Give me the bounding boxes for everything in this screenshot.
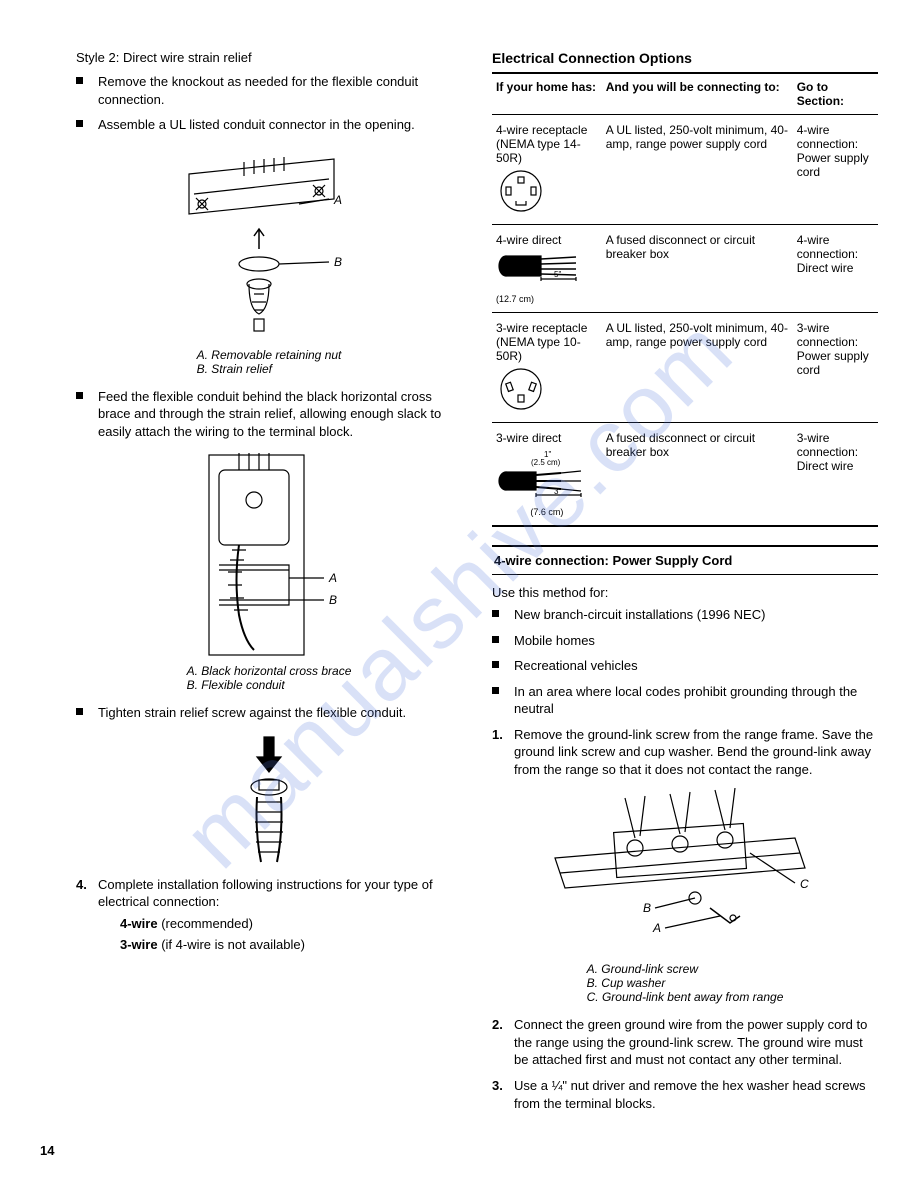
cell-text: 3-wire connection: [797, 321, 874, 349]
caption-line: A. Ground-link screw [587, 962, 784, 976]
cell-text: A UL listed, 250-volt minimum, 40-amp, r… [602, 313, 793, 423]
diagram-caption-1: A. Removable retaining nut B. Strain rel… [197, 348, 342, 376]
bullet-item: Tighten strain relief screw against the … [76, 704, 462, 722]
step-number: 3. [492, 1077, 503, 1095]
bullet-item: In an area where local codes prohibit gr… [492, 683, 878, 718]
receptacle-3wire-icon [496, 367, 598, 414]
step-3: 3. Use a ¼" nut driver and remove the he… [492, 1077, 878, 1112]
options-table: If your home has: And you will be connec… [492, 72, 878, 527]
instruction-bullets-3: Tighten strain relief screw against the … [76, 704, 462, 722]
diagram-ground-link: B A C [492, 788, 878, 958]
cable-3wire-icon: 1" (2.5 cm) [496, 449, 598, 517]
svg-text:(2.5 cm): (2.5 cm) [531, 458, 561, 467]
page-columns: Style 2: Direct wire strain relief Remov… [40, 50, 878, 1120]
step-1: 1. Remove the ground-link screw from the… [492, 726, 878, 779]
diagram-caption-3: A. Ground-link screw B. Cup washer C. Gr… [587, 962, 784, 1004]
cell-text: 4-wire receptacle [496, 123, 598, 137]
diagram-conduit-connector: A B [76, 144, 462, 344]
cable-4wire-icon: 5" (12.7 cm) [496, 251, 598, 304]
use-method-intro: Use this method for: [492, 585, 878, 600]
cell-text: (NEMA type 14-50R) [496, 137, 598, 165]
numbered-steps-left: 4. Complete installation following instr… [76, 876, 462, 954]
cell-text: Power supply cord [797, 349, 874, 377]
cell-text: Direct wire [797, 459, 874, 473]
table-header: And you will be connecting to: [602, 73, 793, 115]
cell-text: 3-wire receptacle [496, 321, 598, 335]
receptacle-4wire-icon [496, 169, 598, 216]
left-column: Style 2: Direct wire strain relief Remov… [40, 50, 462, 1120]
svg-text:B: B [329, 593, 337, 607]
options-title: Electrical Connection Options [492, 50, 878, 66]
style-heading: Style 2: Direct wire strain relief [76, 50, 462, 65]
cell-text: 4-wire direct [496, 233, 598, 247]
cell-text: 3-wire direct [496, 431, 598, 445]
cell-text: 3-wire connection: [797, 431, 874, 459]
option-label: 4-wire [120, 916, 158, 931]
numbered-steps-right: 1. Remove the ground-link screw from the… [492, 726, 878, 779]
bullet-item: Mobile homes [492, 632, 878, 650]
step-text: Connect the green ground wire from the p… [514, 1017, 867, 1067]
method-bullets: New branch-circuit installations (1996 N… [492, 606, 878, 718]
dim-label: (12.7 cm) [496, 294, 598, 304]
diagram-flexible-conduit: A B [76, 450, 462, 660]
svg-text:A: A [652, 921, 661, 935]
step-text: Use a ¼" nut driver and remove the hex w… [514, 1078, 865, 1111]
instruction-bullets-1: Remove the knockout as needed for the fl… [76, 73, 462, 134]
bullet-item: Feed the flexible conduit behind the bla… [76, 388, 462, 441]
right-column: Electrical Connection Options If your ho… [492, 50, 878, 1120]
svg-text:C: C [800, 877, 809, 891]
bullet-item: Assemble a UL listed conduit connector i… [76, 116, 462, 134]
svg-text:3": 3" [554, 487, 561, 496]
bullet-item: Remove the knockout as needed for the fl… [76, 73, 462, 108]
step-number: 2. [492, 1016, 503, 1034]
dim-label: (7.6 cm) [496, 507, 598, 517]
caption-line: B. Flexible conduit [187, 678, 352, 692]
subsection-title: 4-wire connection: Power Supply Cord [492, 545, 878, 575]
cell-text: Direct wire [797, 261, 874, 275]
numbered-steps-right-2: 2. Connect the green ground wire from th… [492, 1016, 878, 1112]
step-4-option-a: 4-wire (recommended) [98, 915, 462, 933]
svg-text:B: B [334, 255, 342, 269]
cell-text: A UL listed, 250-volt minimum, 40-amp, r… [602, 115, 793, 225]
table-header: Go to Section: [793, 73, 878, 115]
table-row: 3-wire direct 1" (2.5 cm) [492, 423, 878, 527]
caption-line: C. Ground-link bent away from range [587, 990, 784, 1004]
step-4-option-b: 3-wire (if 4-wire is not available) [98, 936, 462, 954]
table-header: If your home has: [492, 73, 602, 115]
step-text: Remove the ground-link screw from the ra… [514, 727, 873, 777]
step-2: 2. Connect the green ground wire from th… [492, 1016, 878, 1069]
page-number: 14 [40, 1143, 54, 1158]
table-row: 4-wire receptacle (NEMA type 14-50R) [492, 115, 878, 225]
option-label: 3-wire [120, 937, 158, 952]
cell-text: A fused disconnect or circuit breaker bo… [602, 225, 793, 313]
option-text: (if 4-wire is not available) [158, 937, 305, 952]
diagram-tighten-screw [76, 732, 462, 872]
step-4: 4. Complete installation following instr… [76, 876, 462, 954]
caption-line: A. Black horizontal cross brace [187, 664, 352, 678]
cell-text: 4-wire connection: [797, 233, 874, 261]
caption-line: A. Removable retaining nut [197, 348, 342, 362]
svg-text:A: A [333, 193, 342, 207]
option-text: (recommended) [158, 916, 253, 931]
table-row: 4-wire direct 5" [492, 225, 878, 313]
bullet-item: Recreational vehicles [492, 657, 878, 675]
step-number: 4. [76, 876, 87, 894]
instruction-bullets-2: Feed the flexible conduit behind the bla… [76, 388, 462, 441]
cell-text: A fused disconnect or circuit breaker bo… [602, 423, 793, 527]
diagram-caption-2: A. Black horizontal cross brace B. Flexi… [187, 664, 352, 692]
table-row: 3-wire receptacle (NEMA type 10-50R) A U… [492, 313, 878, 423]
cell-text: Power supply cord [797, 151, 874, 179]
step-number: 1. [492, 726, 503, 744]
cell-text: (NEMA type 10-50R) [496, 335, 598, 363]
caption-line: B. Strain relief [197, 362, 342, 376]
cell-text: 4-wire connection: [797, 123, 874, 151]
caption-line: B. Cup washer [587, 976, 784, 990]
step-text: Complete installation following instruct… [98, 877, 433, 910]
svg-text:5": 5" [554, 270, 561, 279]
svg-text:A: A [328, 571, 337, 585]
bullet-item: New branch-circuit installations (1996 N… [492, 606, 878, 624]
svg-text:B: B [643, 901, 651, 915]
